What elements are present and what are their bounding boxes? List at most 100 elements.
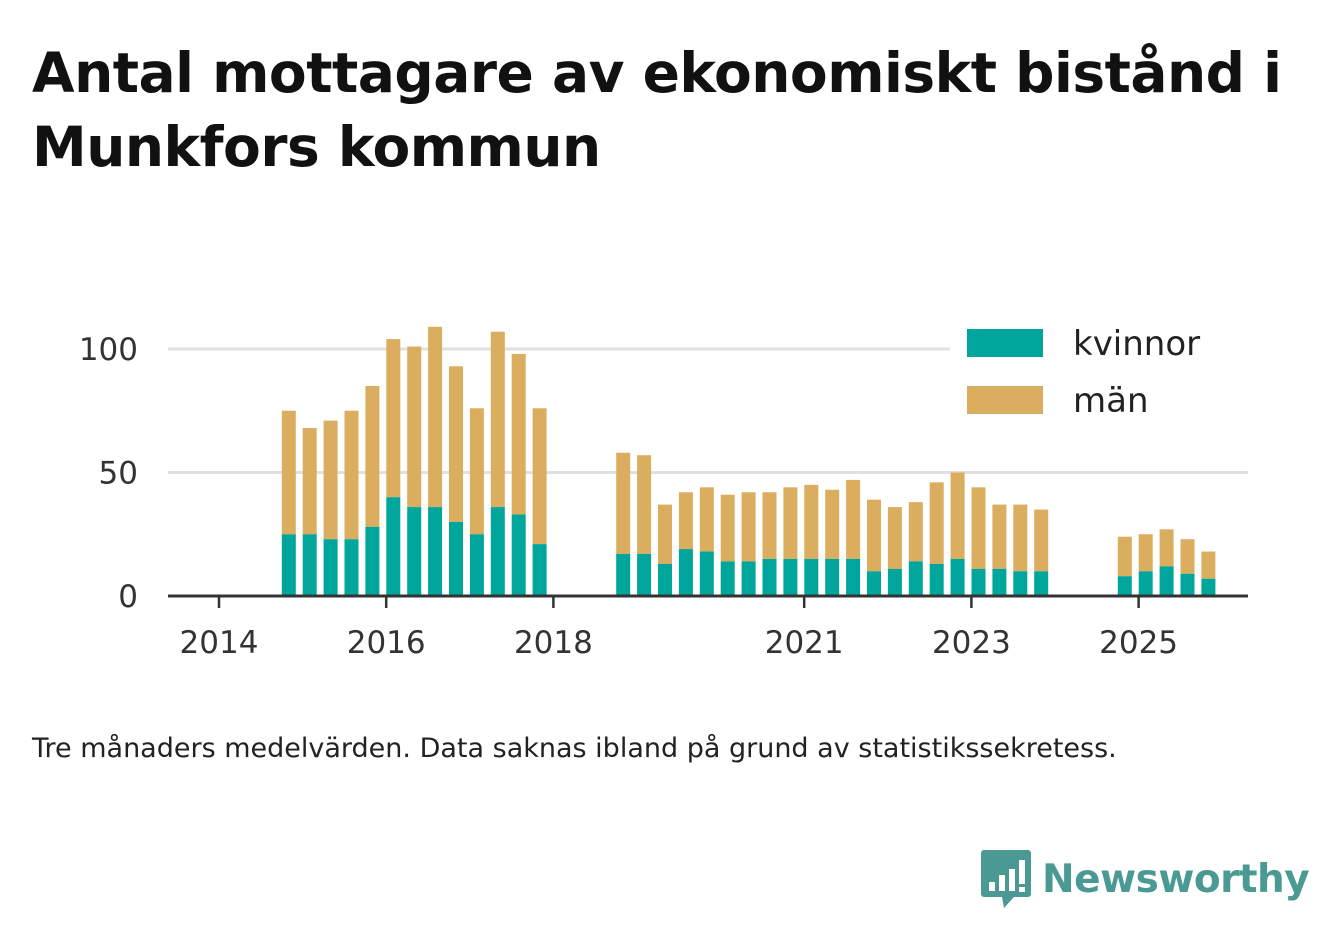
bar-man-2024-Q3[interactable] (1117, 536, 1132, 577)
bar-man-2015-Q1[interactable] (323, 420, 338, 540)
bar-kvinnor-2025-Q3[interactable] (1201, 578, 1216, 596)
x-tick-label-2016: 2016 (347, 625, 426, 661)
bar-kvinnor-2019-Q4[interactable] (720, 561, 735, 596)
bar-man-2016-Q3[interactable] (449, 366, 463, 522)
bar-kvinnor-2020-Q2[interactable] (762, 558, 777, 596)
bar-man-2016-Q1[interactable] (407, 346, 422, 508)
bar-man-2017-Q2[interactable] (511, 353, 526, 515)
bar-kvinnor-2018-Q3[interactable] (616, 554, 631, 596)
legend-label-kvinnor[interactable]: kvinnor (1073, 324, 1200, 364)
bar-man-2023-Q3[interactable] (1034, 509, 1049, 572)
bar-man-2022-Q2[interactable] (929, 482, 944, 564)
bar-man-2019-Q1[interactable] (658, 504, 672, 564)
bar-kvinnor-2021-Q2[interactable] (846, 558, 861, 596)
bar-kvinnor-2021-Q1[interactable] (825, 558, 840, 596)
bar-man-2016-Q2[interactable] (428, 326, 443, 508)
bar-kvinnor-2016-Q3[interactable] (449, 521, 463, 596)
bar-man-2021-Q3[interactable] (867, 499, 881, 572)
bar-kvinnor-2017-Q1[interactable] (490, 507, 505, 596)
bar-man-2020-Q4[interactable] (804, 484, 819, 559)
bar-kvinnor-2025-Q1[interactable] (1159, 566, 1174, 596)
bar-man-2017-Q3[interactable] (532, 408, 547, 545)
bar-kvinnor-2022-Q3[interactable] (950, 558, 965, 596)
bar-kvinnor-2025-Q2[interactable] (1180, 573, 1195, 596)
bar-man-2015-Q2[interactable] (344, 410, 359, 540)
bar-man-2019-Q4[interactable] (720, 494, 735, 562)
bar-kvinnor-2017-Q3[interactable] (532, 544, 547, 596)
legend-label-man[interactable]: män (1073, 381, 1149, 421)
bar-kvinnor-2014-Q4[interactable] (302, 534, 317, 596)
brand-name[interactable]: Newsworthy (1042, 856, 1310, 902)
bar-man-2020-Q2[interactable] (762, 492, 777, 559)
bar-kvinnor-2015-Q3[interactable] (365, 526, 380, 596)
bar-man-2018-Q3[interactable] (616, 452, 631, 555)
bar-man-2023-Q2[interactable] (1013, 504, 1028, 572)
bar-kvinnor-2020-Q1[interactable] (741, 561, 756, 596)
bar-kvinnor-2015-Q1[interactable] (323, 539, 338, 596)
bar-kvinnor-2016-Q4[interactable] (469, 534, 484, 596)
y-axis-ticks: 0 50 100 (79, 332, 138, 615)
bar-man-2017-Q1[interactable] (490, 331, 505, 508)
x-axis-ticks: 2014 2016 2018 2021 2023 2025 (180, 596, 1178, 661)
bar-man-2022-Q3[interactable] (950, 472, 965, 559)
bar-kvinnor-2024-Q3[interactable] (1117, 576, 1132, 596)
bar-man-2021-Q2[interactable] (846, 479, 861, 559)
bar-man-2019-Q2[interactable] (678, 492, 693, 550)
bar-kvinnor-2020-Q4[interactable] (804, 558, 819, 596)
bar-kvinnor-2017-Q2[interactable] (511, 514, 526, 596)
bar-man-2024-Q4[interactable] (1138, 534, 1153, 572)
bar-man-2020-Q3[interactable] (783, 487, 798, 559)
legend-swatch-man (967, 386, 1043, 414)
bar-man-2021-Q1[interactable] (825, 489, 840, 559)
chart-svg: 0 50 100 2014 2016 2018 2021 2023 2025 kvinnor … (78, 320, 1250, 661)
x-tick-label-2018: 2018 (514, 625, 593, 661)
bar-man-2016-Q4[interactable] (469, 408, 484, 535)
bar-kvinnor-2019-Q1[interactable] (658, 563, 672, 596)
y-tick-label-100: 100 (79, 332, 138, 368)
bar-kvinnor-2014-Q3[interactable] (281, 534, 296, 596)
x-tick-label-2014: 2014 (180, 625, 259, 661)
x-tick-label-2021: 2021 (765, 625, 844, 661)
bar-man-2022-Q1[interactable] (908, 502, 923, 562)
bar-man-2025-Q1[interactable] (1159, 529, 1174, 567)
y-tick-label-0: 0 (118, 579, 138, 615)
bar-kvinnor-2023-Q2[interactable] (1013, 571, 1028, 596)
bar-kvinnor-2015-Q4[interactable] (386, 497, 401, 596)
bar-man-2019-Q3[interactable] (699, 487, 714, 552)
chart-note: Tre månaders medelvärden. Data saknas ib… (32, 733, 1117, 764)
bar-kvinnor-2016-Q1[interactable] (407, 507, 422, 596)
bar-man-2018-Q4[interactable] (637, 455, 652, 555)
chart-title: Antal mottagare av ekonomiskt bistånd i … (32, 41, 1282, 179)
bar-chart-speech-bubble-icon (981, 850, 1031, 908)
bar-man-2025-Q2[interactable] (1180, 539, 1195, 574)
bar-kvinnor-2022-Q2[interactable] (929, 563, 944, 596)
bar-man-2015-Q3[interactable] (365, 386, 380, 527)
bar-kvinnor-2019-Q2[interactable] (678, 549, 693, 596)
brand-logo: Newsworthy (980, 848, 1310, 910)
bar-man-2014-Q4[interactable] (302, 428, 317, 535)
bar-kvinnor-2024-Q4[interactable] (1138, 571, 1153, 596)
bar-kvinnor-2022-Q1[interactable] (908, 561, 923, 596)
bar-man-2025-Q3[interactable] (1201, 551, 1216, 579)
bar-kvinnor-2016-Q2[interactable] (428, 507, 443, 596)
bar-man-2015-Q4[interactable] (386, 339, 401, 498)
bars (281, 326, 1216, 596)
bar-kvinnor-2015-Q2[interactable] (344, 539, 359, 596)
bar-kvinnor-2023-Q1[interactable] (992, 568, 1007, 596)
bar-man-2021-Q4[interactable] (887, 507, 902, 569)
bar-kvinnor-2020-Q3[interactable] (783, 558, 798, 596)
legend: kvinnor män (950, 320, 1250, 430)
y-tick-label-50: 50 (99, 456, 138, 492)
x-tick-label-2023: 2023 (932, 625, 1011, 661)
bar-man-2014-Q3[interactable] (281, 410, 296, 535)
x-tick-label-2025: 2025 (1099, 625, 1178, 661)
bar-kvinnor-2019-Q3[interactable] (699, 551, 714, 596)
bar-kvinnor-2021-Q3[interactable] (867, 571, 881, 596)
bar-kvinnor-2022-Q4[interactable] (971, 568, 986, 596)
bar-kvinnor-2018-Q4[interactable] (637, 554, 652, 596)
bar-man-2023-Q1[interactable] (992, 504, 1007, 569)
bar-kvinnor-2023-Q3[interactable] (1034, 571, 1049, 596)
bar-kvinnor-2021-Q4[interactable] (887, 568, 902, 596)
bar-man-2022-Q4[interactable] (971, 487, 986, 569)
bar-man-2020-Q1[interactable] (741, 492, 756, 562)
